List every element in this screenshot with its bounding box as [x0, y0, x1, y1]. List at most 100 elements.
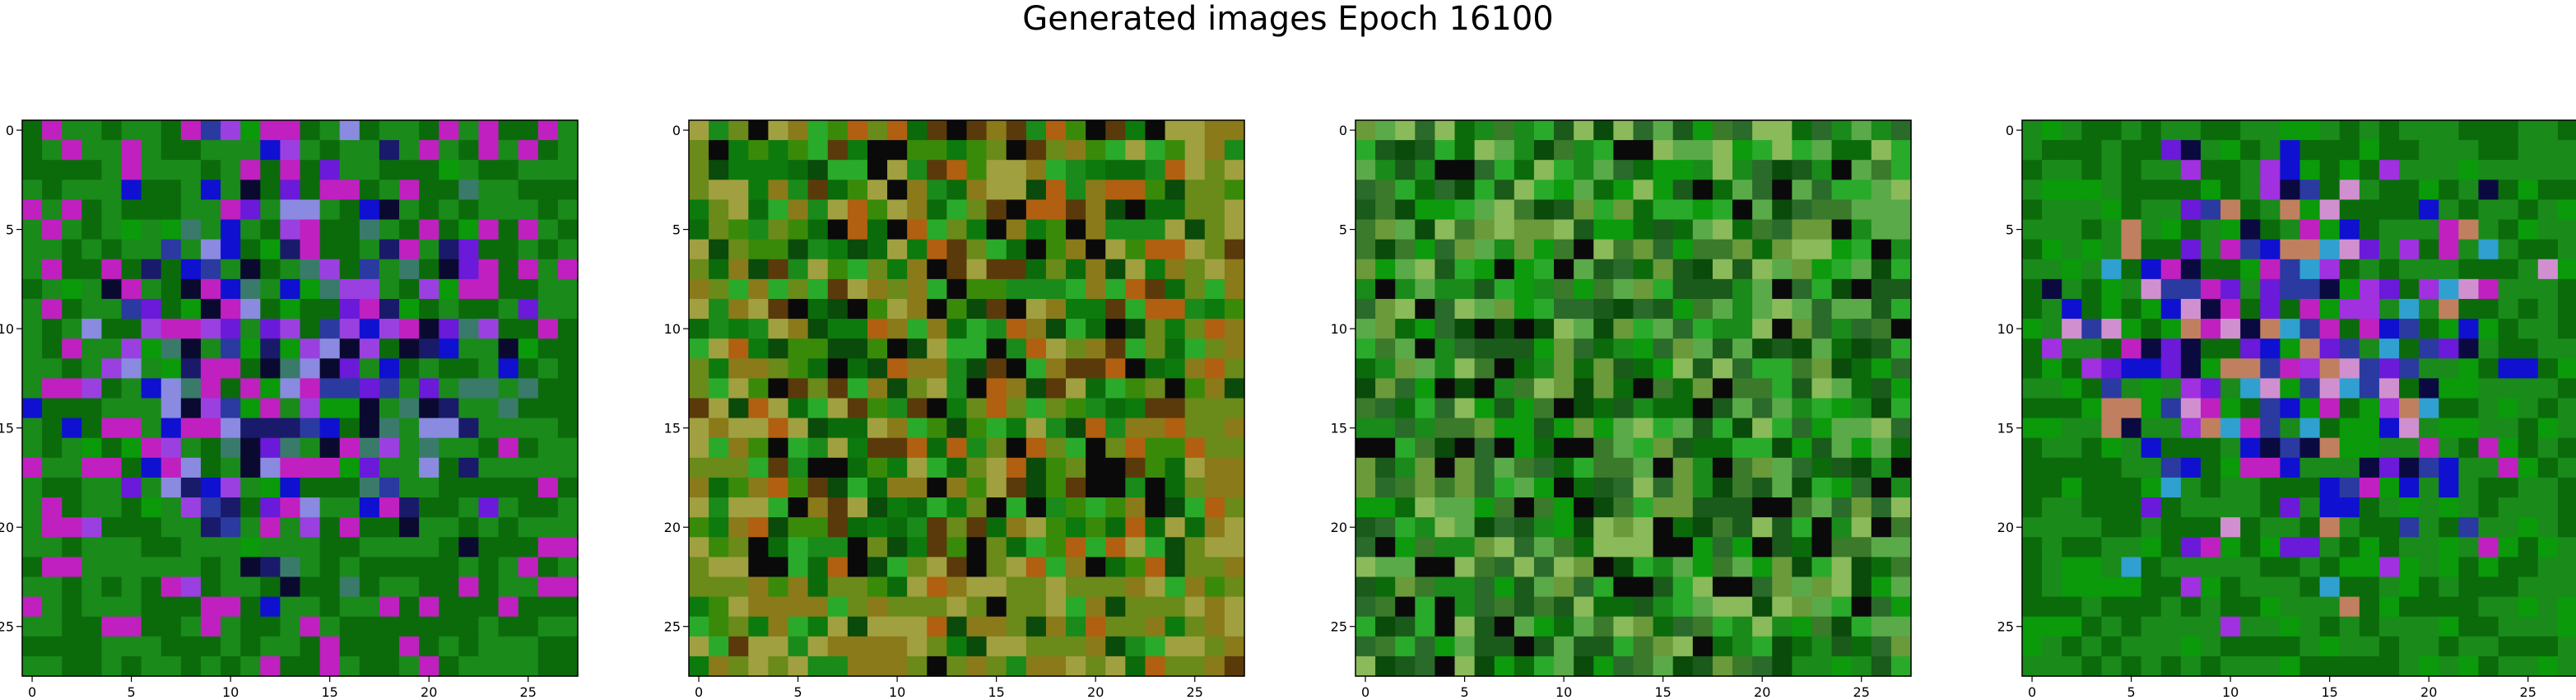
pixel: [2359, 259, 2380, 280]
pixel: [1204, 180, 1225, 201]
pixel: [240, 219, 261, 240]
pixel: [1204, 298, 1225, 320]
pixel: [200, 180, 221, 201]
pixel: [2220, 160, 2241, 180]
pixel: [1086, 298, 1106, 320]
pixel: [379, 557, 400, 578]
pixel: [2439, 140, 2459, 161]
pixel: [1514, 418, 1535, 439]
pixel: [62, 358, 82, 379]
pixel: [300, 497, 321, 518]
pixel: [788, 278, 809, 300]
pixel: [240, 418, 261, 439]
pixel: [1871, 557, 1892, 578]
pixel: [2339, 160, 2360, 180]
pixel: [2319, 576, 2341, 598]
pixel: [966, 298, 988, 320]
x-tick-label: 0: [1361, 684, 1369, 700]
pixel: [1890, 338, 1912, 359]
pixel: [1204, 358, 1225, 379]
pixel: [1692, 596, 1713, 618]
pixel: [1086, 358, 1106, 379]
pixel: [847, 557, 868, 578]
pixel: [399, 437, 420, 459]
pixel: [1224, 239, 1245, 260]
pixel: [1066, 378, 1086, 399]
pixel: [1732, 517, 1753, 538]
pixel: [2478, 477, 2499, 498]
pixel: [1184, 398, 1206, 419]
pixel: [1045, 338, 1067, 359]
pixel: [2299, 358, 2321, 379]
pixel: [2240, 199, 2261, 221]
pixel: [2439, 596, 2459, 618]
pixel: [946, 656, 968, 677]
pixel: [1533, 160, 1555, 180]
pixel: [1593, 517, 1614, 538]
pixel: [1653, 418, 1674, 439]
pixel: [439, 537, 459, 558]
pixel: [927, 656, 947, 677]
pixel: [537, 199, 559, 221]
pixel: [689, 219, 709, 240]
pixel: [1554, 140, 1574, 161]
pixel: [1375, 120, 1396, 141]
pixel: [788, 199, 809, 221]
pixel: [2042, 576, 2062, 598]
pixel: [2319, 616, 2341, 637]
pixel: [1752, 180, 1773, 201]
pixel: [1045, 576, 1067, 598]
pixel: [2498, 319, 2519, 339]
pixel: [2339, 497, 2360, 518]
pixel: [1184, 497, 1206, 518]
pixel: [1554, 418, 1574, 439]
pixel: [2062, 656, 2082, 677]
pixel: [2478, 120, 2499, 141]
pixel: [1653, 636, 1674, 657]
pixel: [1395, 457, 1416, 478]
pixel: [2280, 457, 2301, 478]
pixel: [1375, 557, 1396, 578]
pixel: [986, 278, 1007, 300]
pixel: [807, 378, 829, 399]
pixel: [260, 418, 281, 439]
pixel: [1204, 338, 1225, 359]
pixel: [2319, 557, 2341, 578]
pixel: [1474, 457, 1495, 478]
pixel: [2160, 437, 2182, 459]
pixel: [180, 398, 202, 419]
pixel: [2042, 636, 2062, 657]
pixel: [1006, 636, 1027, 657]
pixel: [1692, 160, 1713, 180]
pixel: [2260, 616, 2281, 637]
pixel: [240, 398, 261, 419]
pixel: [419, 616, 439, 637]
pixel: [1224, 378, 1245, 399]
pixel: [2339, 358, 2360, 379]
pixel: [300, 160, 321, 180]
pixel: [1105, 358, 1126, 379]
pixel: [986, 120, 1007, 141]
pixel: [2339, 219, 2360, 240]
pixel: [1494, 219, 1515, 240]
pixel: [1494, 497, 1515, 518]
pixel: [907, 537, 928, 558]
pixel: [260, 120, 281, 141]
pixel: [1653, 378, 1674, 399]
pixel: [419, 596, 439, 618]
pixel: [1494, 180, 1515, 201]
pixel: [42, 278, 63, 300]
pixel: [1145, 557, 1166, 578]
pixel: [1395, 219, 1416, 240]
pixel: [847, 497, 868, 518]
pixel: [2419, 596, 2439, 618]
pixel: [788, 616, 809, 637]
pixel: [1204, 437, 1225, 459]
pixel: [1204, 656, 1225, 677]
pixel: [121, 557, 142, 578]
pixel: [1165, 437, 1186, 459]
pixel: [2121, 576, 2142, 598]
pixel: [827, 199, 849, 221]
pixel: [1165, 557, 1186, 578]
pixel: [1006, 378, 1027, 399]
